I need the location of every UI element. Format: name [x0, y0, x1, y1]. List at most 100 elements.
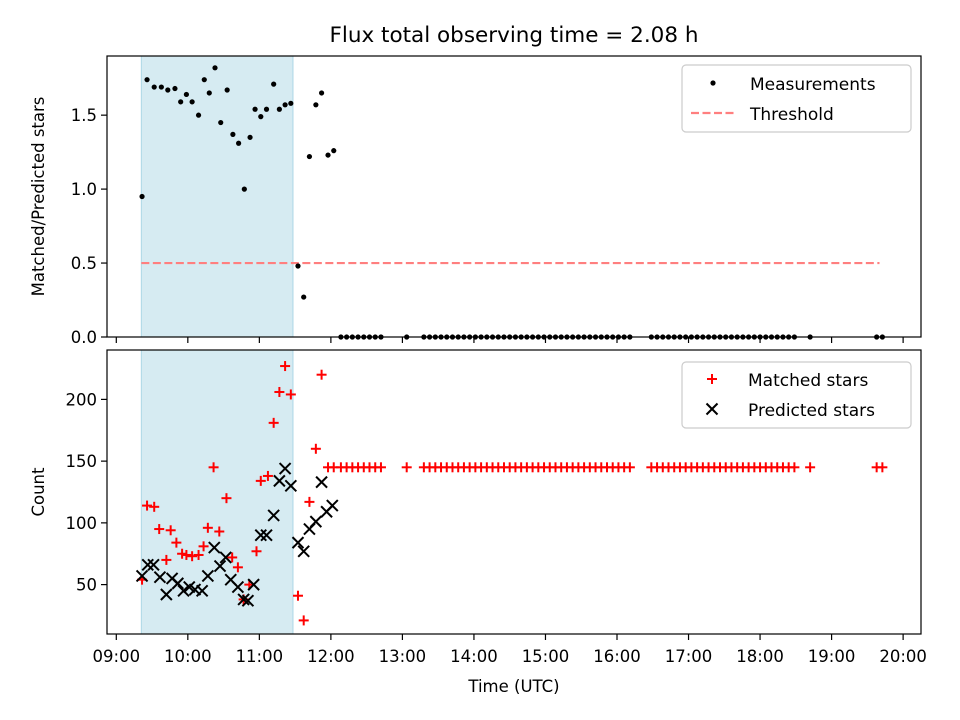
predicted-star-point [201, 569, 215, 583]
top-y-axis-label: Matched/Predicted stars [29, 97, 48, 297]
predicted-star-point [213, 559, 227, 573]
bottom-x-ticks: 09:00 10:00 11:00 12:00 13:00 14:00 15:00 16:00… [93, 634, 927, 666]
matched-star-point [624, 462, 635, 473]
matched-star-point [202, 522, 213, 533]
x-tick-label: 18:00 [736, 647, 784, 666]
measurement-point [178, 99, 184, 105]
matched-star-point [165, 525, 176, 536]
x-tick-label: 13:00 [379, 647, 427, 666]
y-tick-label: 1.5 [71, 106, 97, 125]
predicted-star-point [254, 529, 267, 542]
measurement-point [252, 106, 258, 112]
measurement-point [295, 263, 301, 269]
x-tick-label: 09:00 [93, 647, 141, 666]
matched-star-point [310, 443, 321, 454]
matched-star-point [304, 496, 315, 507]
x-tick-label: 19:00 [808, 647, 856, 666]
legend-threshold-label: Threshold [749, 105, 834, 125]
predicted-star-point [284, 479, 298, 493]
matched-star-point [142, 500, 153, 511]
x-tick-label: 11:00 [236, 647, 284, 666]
matched-star-point [198, 541, 209, 552]
x-tick-label: 12:00 [307, 647, 355, 666]
y-tick-label: 0.0 [71, 328, 97, 347]
x-axis-label: Time (UTC) [467, 677, 559, 696]
measurement-point [172, 85, 178, 92]
observing-window-shade [140, 55, 294, 338]
predicted-star-point [160, 588, 173, 601]
measurement-point [276, 106, 282, 112]
predicted-star-point [326, 499, 339, 512]
y-tick-label: 50 [76, 576, 97, 595]
measurement-point [282, 102, 288, 108]
matched-star-point [789, 462, 800, 473]
predicted-star-point [195, 584, 209, 597]
y-tick-label: 200 [66, 390, 98, 409]
bottom-y-axis-label: Count [29, 467, 48, 517]
measurement-point [331, 148, 337, 154]
bottom-legend: Matched stars Predicted stars [681, 361, 912, 429]
chart-title: Flux total observing time = 2.08 h [330, 23, 699, 48]
legend-measurement-marker [710, 80, 716, 86]
predicted-star-point [278, 462, 292, 475]
matched-star-point [280, 361, 291, 372]
top-y-ticks: 0.0 0.5 1.0 1.5 [71, 106, 107, 347]
legend-predicted-label: Predicted stars [748, 401, 875, 421]
measurement-point [241, 186, 247, 192]
predicted-star-point [273, 474, 286, 488]
legend-predicted-marker [705, 402, 719, 416]
x-tick-label: 16:00 [593, 647, 641, 666]
matched-star-point [251, 546, 262, 557]
top-plot-frame [106, 55, 922, 338]
predicted-star-point [241, 594, 255, 607]
bottom-legend-box [681, 361, 912, 429]
predicted-star-point [260, 529, 273, 542]
matched-star-point [274, 386, 285, 397]
measurement-point [206, 90, 212, 96]
measurement-point [195, 112, 202, 118]
matched-star-point [187, 551, 198, 562]
legend-plus [707, 374, 717, 384]
measurement-point [218, 119, 224, 126]
predicted-star-point [177, 584, 190, 597]
matched-star-point [877, 462, 888, 473]
measurement-point [158, 84, 164, 90]
measurement-point [288, 100, 294, 106]
measurement-point [212, 65, 218, 71]
y-tick-label: 1.0 [71, 180, 97, 199]
predicted-star-point [291, 536, 305, 549]
matched-star-point [298, 615, 309, 626]
matched-star-point [208, 462, 219, 473]
matched-star-point [268, 417, 279, 428]
predicted-star-point [171, 577, 185, 590]
legend-matched-marker [707, 374, 717, 384]
measurement-point [236, 140, 242, 146]
predicted-star-point [141, 558, 154, 572]
predicted-star-point [153, 570, 167, 584]
bottom-plot-frame [106, 349, 922, 635]
measurement-point [201, 77, 207, 83]
legend-matched-label: Matched stars [748, 371, 868, 391]
y-tick-label: 100 [66, 514, 98, 533]
measurement-point [224, 87, 230, 93]
measurement-point [139, 193, 145, 200]
top-legend-box [681, 64, 912, 133]
predicted-star-point [135, 569, 149, 583]
matched-star-point [255, 475, 266, 486]
predicted-star-point [309, 515, 323, 528]
matched-star-point [316, 369, 327, 380]
measurement-point [144, 77, 150, 83]
matched-star-point [375, 462, 386, 473]
x-tick-label: 14:00 [450, 647, 498, 666]
x-tick-label: 17:00 [665, 647, 713, 666]
matched-star-point [262, 470, 273, 481]
predicted-star-points [135, 462, 339, 607]
measurement-point [318, 90, 325, 96]
measurement-point [258, 114, 264, 120]
x-tick-label: 10:00 [164, 647, 212, 666]
predicted-star-point [297, 545, 310, 558]
matched-star-point [221, 493, 232, 504]
bottom-panel: 50 100 150 200 09:00 10:00 11:00 12:00 13:00 14:… [29, 349, 927, 696]
y-tick-label: 0.5 [71, 254, 97, 273]
